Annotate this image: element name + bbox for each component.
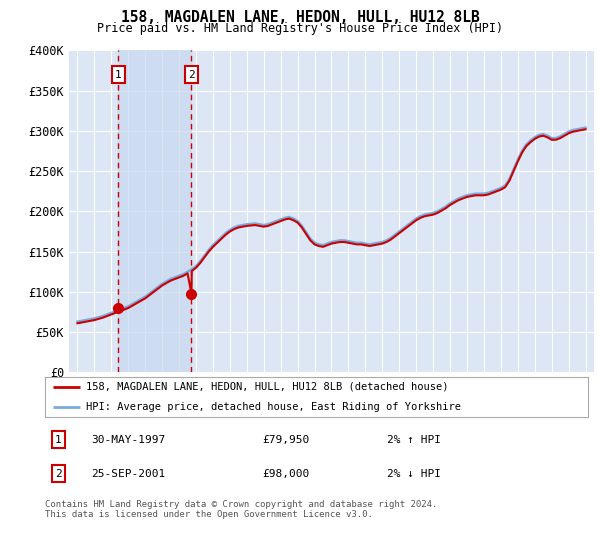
Text: HPI: Average price, detached house, East Riding of Yorkshire: HPI: Average price, detached house, East… xyxy=(86,402,461,412)
Text: 2: 2 xyxy=(55,469,62,479)
Text: 30-MAY-1997: 30-MAY-1997 xyxy=(91,435,166,445)
Text: £98,000: £98,000 xyxy=(262,469,310,479)
Text: Price paid vs. HM Land Registry's House Price Index (HPI): Price paid vs. HM Land Registry's House … xyxy=(97,22,503,35)
Text: 2% ↓ HPI: 2% ↓ HPI xyxy=(387,469,441,479)
Text: 2: 2 xyxy=(188,69,195,80)
Text: Contains HM Land Registry data © Crown copyright and database right 2024.
This d: Contains HM Land Registry data © Crown c… xyxy=(45,500,437,519)
Bar xyxy=(118,50,191,372)
Text: £79,950: £79,950 xyxy=(262,435,310,445)
Text: 158, MAGDALEN LANE, HEDON, HULL, HU12 8LB (detached house): 158, MAGDALEN LANE, HEDON, HULL, HU12 8L… xyxy=(86,382,448,392)
Text: 2% ↑ HPI: 2% ↑ HPI xyxy=(387,435,441,445)
Text: 1: 1 xyxy=(55,435,62,445)
Text: 25-SEP-2001: 25-SEP-2001 xyxy=(91,469,166,479)
Text: 158, MAGDALEN LANE, HEDON, HULL, HU12 8LB: 158, MAGDALEN LANE, HEDON, HULL, HU12 8L… xyxy=(121,10,479,25)
Text: 1: 1 xyxy=(115,69,122,80)
